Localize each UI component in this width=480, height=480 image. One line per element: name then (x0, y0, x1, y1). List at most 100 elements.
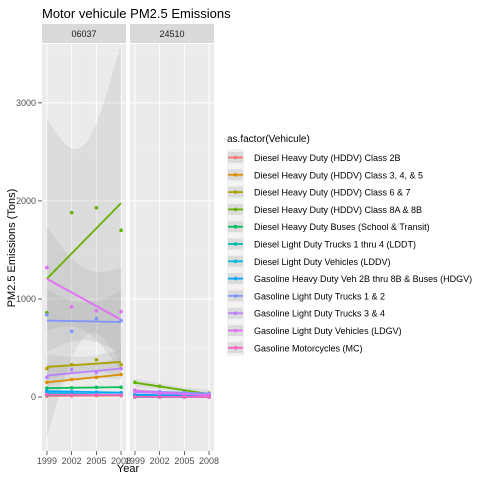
facet-strip (130, 24, 214, 43)
legend-label: Diesel Heavy Duty (HDDV) Class 2B (254, 153, 401, 163)
legend-point (233, 259, 238, 264)
trend-line (134, 393, 210, 397)
trend-line (46, 319, 122, 323)
x-tick-label: 2005 (86, 456, 106, 466)
trend-line (46, 202, 122, 280)
trend-line (134, 381, 210, 395)
trend-lines (134, 381, 210, 398)
data-point (45, 265, 49, 270)
data-point (94, 316, 99, 321)
data-point (119, 372, 123, 377)
legend-point (233, 190, 238, 194)
data-point (69, 305, 74, 309)
data-point (94, 357, 99, 362)
data-point (182, 395, 187, 399)
y-tick-label: 2000 (16, 196, 36, 206)
data-points (45, 205, 123, 398)
legend-point (233, 173, 238, 177)
trend-line (46, 386, 122, 390)
legend-label: Diesel Light Duty Vehicles (LDDV) (254, 257, 391, 267)
facet-strip-label: 06037 (71, 29, 96, 39)
facet-strip-label: 24510 (159, 29, 184, 39)
trend-line (46, 361, 122, 368)
x-tick-label: 2005 (174, 456, 194, 466)
legend-point (233, 224, 238, 229)
panel-background (42, 44, 126, 451)
legend-label: Gasoline Light Duty Trucks 3 & 4 (254, 309, 385, 319)
data-point (119, 366, 123, 371)
data-point (45, 380, 49, 385)
data-point (45, 375, 49, 380)
legend-label: Diesel Heavy Duty (HDDV) Class 8A & 8B (254, 205, 422, 215)
y-axis-title: PM2.5 Emissions (Tons) (6, 189, 18, 308)
data-point (69, 385, 74, 390)
legend-point (233, 294, 238, 298)
x-tick-label: 2008 (111, 456, 131, 466)
data-point (119, 318, 123, 323)
data-point (119, 309, 123, 314)
y-tick-label: 3000 (16, 98, 36, 108)
data-point (69, 329, 74, 334)
legend-point (233, 155, 238, 160)
x-tick-label: 2002 (150, 456, 170, 466)
data-point (119, 362, 123, 367)
legend: as.factor(Vehicule) Diesel Heavy Duty (H… (227, 134, 472, 357)
data-point (182, 392, 187, 396)
data-point (94, 375, 99, 380)
legend-point (233, 328, 238, 333)
legend-title: as.factor(Vehicule) (227, 134, 310, 145)
data-point (94, 370, 99, 375)
data-point (45, 389, 49, 393)
legend-point (233, 346, 238, 350)
data-point (45, 366, 49, 371)
trend-line (46, 390, 122, 394)
x-axis-title: Year (117, 463, 140, 475)
facet-strip (42, 24, 126, 43)
legend-label: Diesel Heavy Duty (HDDV) Class 6 & 7 (254, 188, 411, 198)
legend-label: Diesel Light Duty Trucks 1 thru 4 (LDDT) (254, 240, 416, 250)
data-point (133, 380, 137, 385)
legend-point (233, 207, 238, 212)
data-point (157, 384, 162, 389)
trend-line (46, 277, 122, 321)
data-point (94, 392, 99, 397)
trend-lines (46, 202, 122, 397)
data-point (45, 386, 49, 391)
legend-point (233, 242, 238, 246)
data-point (69, 210, 74, 215)
data-point (94, 308, 99, 313)
y-axis: 0 1000 2000 3000 (16, 98, 42, 402)
legend-label: Gasoline Motorcycles (MC) (254, 343, 363, 353)
data-point (133, 388, 137, 392)
legend-label: Gasoline Light Duty Trucks 1 & 2 (254, 291, 385, 301)
data-point (69, 377, 74, 382)
legend-label: Diesel Heavy Duty (HDDV) Class 3, 4, & 5 (254, 170, 423, 180)
chart-title: Motor vehicule PM2.5 Emissions (42, 6, 231, 21)
data-point (157, 391, 162, 395)
legend-label: Gasoline Heavy Duty Veh 2B thru 8B & Bus… (254, 274, 472, 284)
data-point (207, 395, 211, 399)
legend-point (233, 311, 238, 316)
x-tick-label: 1999 (125, 456, 145, 466)
data-point (69, 389, 74, 394)
data-point (119, 385, 123, 390)
data-point (157, 395, 162, 399)
y-tick-label: 1000 (16, 294, 36, 304)
data-point (45, 392, 49, 397)
data-point (133, 394, 137, 399)
data-point (94, 205, 99, 210)
legend-label: Diesel Heavy Duty Buses (School & Transi… (254, 222, 430, 232)
trend-line (46, 367, 122, 377)
legend-point (233, 276, 238, 281)
x-tick-label: 1999 (37, 456, 57, 466)
data-point (69, 367, 74, 372)
facet-panel-06037: 06037 (42, 24, 126, 451)
trend-line (134, 389, 210, 397)
trend-line (46, 373, 122, 384)
x-tick-label: 2002 (62, 456, 82, 466)
legend-label: Gasoline Light Duty Vehicles (LDGV) (254, 326, 402, 336)
data-point (69, 393, 74, 397)
data-point (119, 393, 123, 397)
